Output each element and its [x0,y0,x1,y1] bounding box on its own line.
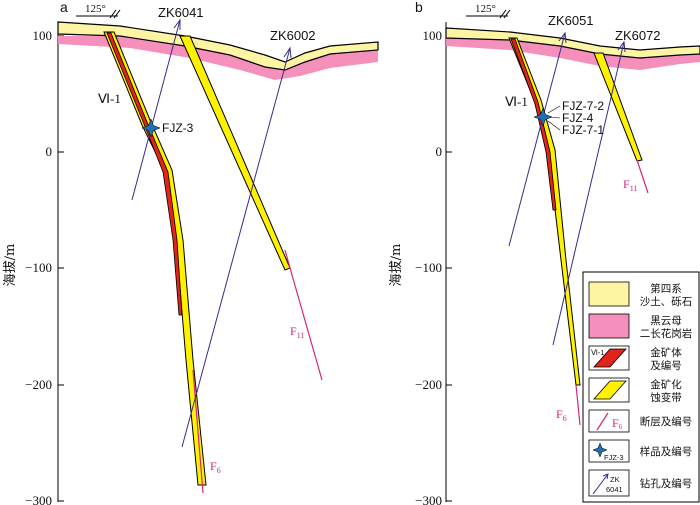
y-axis-a: 100 0 −100 −200 −300 海拔/m [3,22,64,505]
fault-f11-b [636,159,649,194]
tick-label: 100 [33,28,53,43]
svg-text:第四系: 第四系 [650,282,682,295]
tick-label: −200 [415,377,442,392]
y-axis-label-b: 海拔/m [389,244,404,287]
sample-star-icon [533,107,553,127]
sample-star-icon [592,442,608,458]
svg-text:二长花岗岩: 二长花岗岩 [640,327,693,340]
svg-text:及编号: 及编号 [650,359,682,372]
panel-b: b 125° 100 0 −100 −200 −300 海拔/m [389,0,700,505]
granite-layer [58,36,378,80]
y-axis-b: 100 0 −100 −200 −300 海拔/m [389,22,452,505]
legend-item-drillhole: ZK 6041 钻孔及编号 [588,469,693,497]
legend-item-alteration: 金矿化 蚀变带 [588,377,682,404]
drillhole-zk6002 [181,46,292,448]
svg-text:钻孔及编号: 钻孔及编号 [640,477,693,490]
tick-label: −200 [25,377,52,392]
alteration-zone [508,37,581,386]
sample-label: FJZ-4 [562,111,594,125]
svg-text:黑云母: 黑云母 [650,315,682,327]
tick-label: −300 [25,493,52,505]
drillhole-zk6051 [508,31,567,247]
panel-a: a 125° 100 0 −100 −200 −300 海拔/m [3,0,379,505]
y-axis-label-a: 海拔/m [3,244,18,287]
tick-label: −100 [415,260,442,275]
orebody-label: Ⅵ-1 [505,94,528,109]
orientation-label-a: 125° [85,3,106,15]
panel-a-letter: a [60,0,68,15]
svg-text:沙土、砾石: 沙土、砾石 [640,295,693,308]
drillhole-zk6072 [552,40,626,346]
orientation-marker-a: 125° [76,3,121,19]
fault-f6-b [575,384,581,426]
sample-label: FJZ-3 [162,121,194,135]
legend-item-fault: F6 断层及编号 [588,409,693,433]
legend-item-granite: 黑云母 二长花岗岩 [588,313,693,340]
orebody-label: Ⅵ-1 [98,91,121,106]
sample-star-icon [141,118,161,138]
tick-label: 0 [46,144,53,159]
ore-body [106,32,183,316]
sample-label: FJZ-7-1 [562,123,604,137]
fault-f6-a [192,369,204,494]
fault-label: F11 [290,324,304,340]
drillhole-label: ZK6072 [615,28,661,43]
svg-text:金矿体: 金矿体 [650,346,682,359]
tick-label: 100 [423,28,443,43]
svg-text:蚀变带: 蚀变带 [650,391,682,404]
panel-b-letter: b [415,0,423,15]
alteration-zone [593,52,643,162]
legend-item-orebody: Ⅵ-1 金矿体 及编号 [588,345,682,372]
fault-label: F6 [556,407,567,423]
svg-text:断层及编号: 断层及编号 [640,415,693,428]
tick-label: −100 [25,260,52,275]
svg-text:Ⅵ-1: Ⅵ-1 [591,348,605,357]
orientation-marker-b: 125° [466,3,511,19]
legend-item-quaternary: 第四系 沙土、砾石 [588,281,693,308]
fault-f11-a [284,249,323,381]
drillhole-zk6041 [131,18,181,201]
legend: 第四系 沙土、砾石 黑云母 二长花岗岩 Ⅵ-1 金矿体 及编号 金矿化 蚀变带 [582,271,700,503]
orientation-label-b: 125° [475,3,496,15]
granite-layer [446,38,700,70]
sample-label: FJZ-7-2 [562,99,604,113]
svg-text:6041: 6041 [606,485,623,494]
svg-text:金矿化: 金矿化 [650,378,682,391]
svg-text:FJZ-3: FJZ-3 [604,453,624,462]
svg-text:ZK: ZK [610,475,620,484]
drillhole-label: ZK6002 [270,28,316,43]
legend-item-sample: FJZ-3 样品及编号 [588,439,693,463]
svg-text:样品及编号: 样品及编号 [640,445,693,458]
ore-body [510,38,557,211]
tick-label: 0 [436,144,443,159]
drillhole-label: ZK6041 [158,5,204,20]
quaternary-layer [445,27,700,59]
fault-label: F11 [623,177,637,193]
tick-label: −300 [415,493,442,505]
drillhole-label: ZK6051 [548,13,594,28]
fault-label: F6 [210,459,221,475]
svg-text:F6: F6 [612,416,623,431]
